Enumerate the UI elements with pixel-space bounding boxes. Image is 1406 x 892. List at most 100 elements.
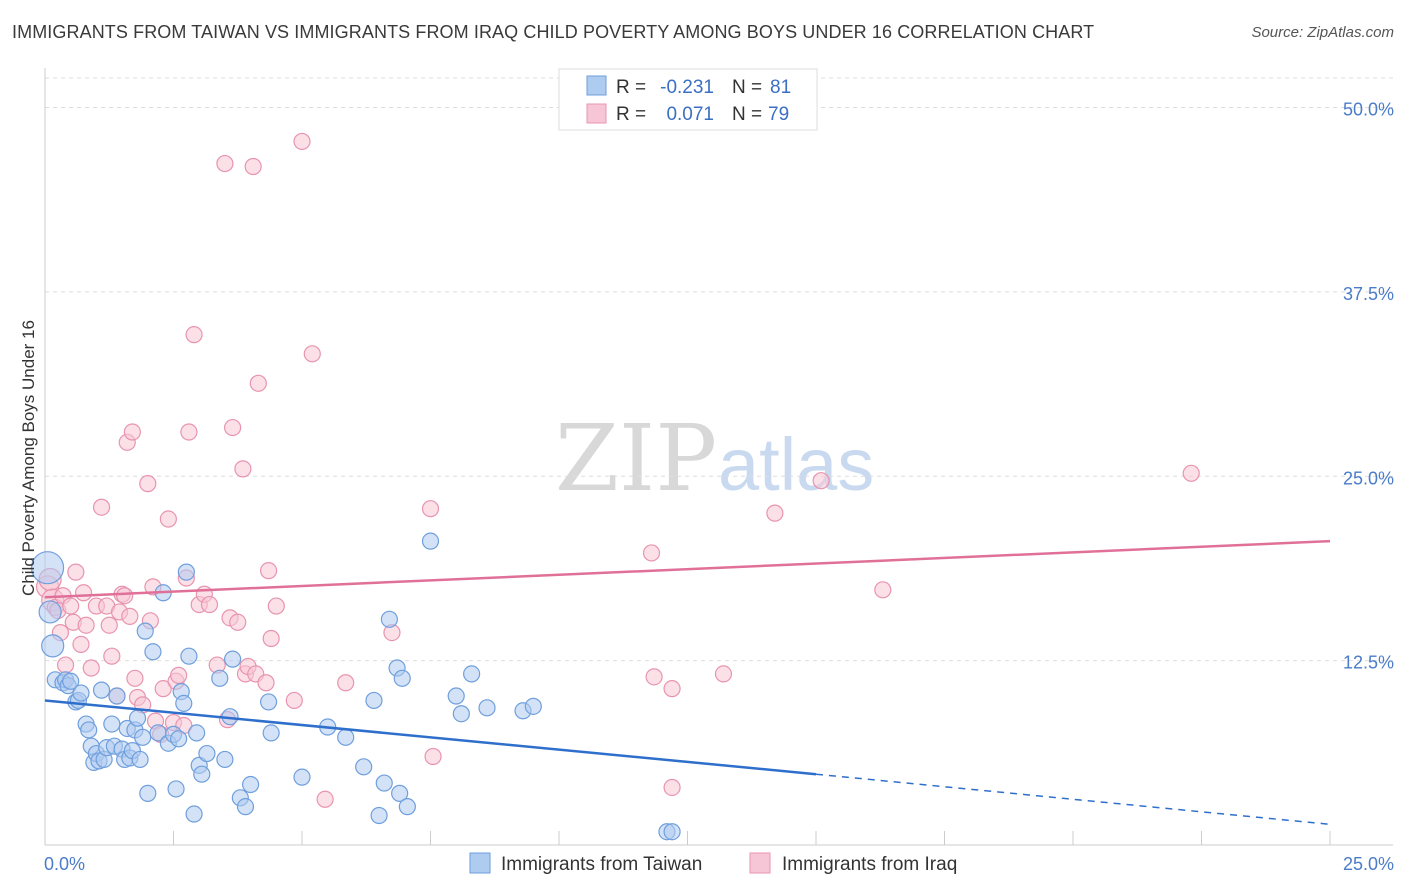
point-iraq-76: [766, 504, 784, 522]
correlation-legend: R = -0.231 N = 81 R = 0.071 N = 79: [558, 68, 818, 131]
point-iraq-48: [216, 154, 234, 173]
trend-lines: [44, 539, 1331, 826]
bottom-legend-swatch-taiwan: [469, 852, 491, 874]
legend-n-label-taiwan: N =: [732, 77, 762, 98]
point-iraq-23: [116, 587, 134, 605]
point-taiwan-48: [193, 765, 211, 783]
point-iraq-16: [92, 498, 111, 516]
point-iraq-7: [56, 656, 75, 674]
chart-title: IMMIGRANTS FROM TAIWAN VS IMMIGRANTS FRO…: [12, 22, 1095, 42]
point-taiwan-45: [185, 805, 203, 823]
point-iraq-65: [303, 345, 321, 363]
point-iraq-46: [200, 595, 219, 614]
point-iraq-18: [100, 616, 118, 634]
point-iraq-30: [139, 475, 157, 493]
point-iraq-69: [421, 500, 440, 518]
point-taiwan-1: [38, 600, 62, 624]
point-iraq-35: [154, 680, 172, 698]
bottom-legend-swatch-iraq: [749, 852, 771, 874]
x-tick-label-max: 25.0%: [1343, 854, 1394, 874]
point-iraq-78: [874, 581, 892, 599]
point-iraq-77: [812, 472, 830, 490]
point-taiwan-49: [198, 744, 216, 763]
point-iraq-71: [642, 544, 661, 562]
point-iraq-66: [316, 790, 334, 808]
point-taiwan-71: [421, 532, 440, 550]
point-taiwan-69: [393, 669, 411, 687]
point-taiwan-74: [463, 665, 481, 683]
point-taiwan-32: [136, 622, 154, 640]
point-taiwan-44: [180, 647, 198, 665]
axes: [44, 68, 1393, 846]
point-iraq-72: [645, 668, 663, 686]
point-iraq-61: [262, 629, 280, 648]
legend-r-label-taiwan: R =: [616, 77, 646, 98]
point-taiwan-22: [108, 687, 126, 705]
point-iraq-19: [103, 647, 121, 665]
point-taiwan-17: [92, 681, 111, 699]
legend-r-label-iraq: R =: [616, 104, 646, 125]
point-iraq-53: [234, 460, 252, 478]
point-iraq-62: [267, 597, 285, 615]
point-taiwan-66: [380, 610, 398, 628]
series-legend: Immigrants from Taiwan Immigrants from I…: [469, 852, 957, 875]
point-iraq-25: [121, 607, 139, 625]
point-iraq-27: [126, 669, 144, 687]
y-tick-label-2: 37.5%: [1343, 284, 1394, 304]
legend-swatch-iraq: [586, 103, 607, 124]
x-tick-label-min: 0.0%: [44, 854, 85, 874]
point-taiwan-65: [375, 774, 393, 792]
point-iraq-39: [170, 666, 188, 684]
point-taiwan-33: [139, 784, 157, 802]
point-taiwan-10: [72, 684, 90, 702]
point-iraq-74: [663, 778, 681, 797]
point-iraq-70: [424, 747, 442, 766]
point-taiwan-12: [80, 721, 98, 739]
point-taiwan-42: [175, 694, 193, 713]
point-iraq-67: [337, 674, 355, 692]
point-taiwan-62: [355, 758, 373, 776]
trend-line-iraq: [44, 539, 1331, 599]
watermark-atlas: atlas: [718, 423, 874, 506]
y-tick-label-1: 25.0%: [1343, 468, 1394, 488]
legend-r-value-iraq: 0.071: [666, 104, 714, 125]
point-taiwan-29: [128, 709, 147, 727]
point-taiwan-59: [293, 768, 311, 786]
legend-n-label-iraq: N =: [732, 104, 762, 125]
point-taiwan-72: [447, 687, 465, 705]
point-taiwan-7: [62, 672, 80, 690]
point-taiwan-46: [188, 724, 206, 742]
point-taiwan-68: [391, 784, 409, 802]
legend-n-value-iraq: 79: [768, 104, 789, 125]
y-tick-labels: 12.5% 25.0% 37.5% 50.0%: [1343, 100, 1394, 673]
y-tick-label-3: 50.0%: [1343, 100, 1394, 120]
point-taiwan-43: [177, 563, 195, 581]
point-taiwan-55: [236, 798, 255, 816]
point-iraq-43: [185, 326, 203, 344]
watermark-zip: ZIP: [555, 405, 717, 512]
source-label: Source: ZipAtlas.com: [1251, 24, 1394, 41]
point-iraq-56: [244, 157, 262, 176]
bottom-legend-label-iraq: Immigrants from Iraq: [782, 854, 957, 875]
legend-swatch-taiwan: [586, 75, 607, 96]
scatter-points: [30, 132, 1200, 841]
point-iraq-52: [229, 613, 247, 631]
point-taiwan-57: [259, 693, 278, 711]
point-iraq-79: [1182, 464, 1200, 482]
point-taiwan-34: [144, 643, 162, 661]
point-taiwan-20: [103, 715, 121, 733]
y-axis-label: Child Poverty Among Boys Under 16: [19, 320, 38, 596]
point-iraq-8: [62, 597, 80, 615]
point-iraq-11: [72, 635, 90, 654]
point-taiwan-58: [262, 724, 280, 742]
point-iraq-12: [74, 584, 93, 602]
point-taiwan-53: [224, 650, 242, 668]
point-iraq-73: [663, 680, 681, 698]
point-iraq-10: [67, 563, 85, 581]
point-taiwan-50: [211, 669, 229, 687]
point-taiwan-40: [170, 730, 188, 748]
point-taiwan-73: [452, 705, 470, 723]
point-iraq-63: [285, 691, 303, 710]
point-iraq-26: [123, 423, 141, 441]
